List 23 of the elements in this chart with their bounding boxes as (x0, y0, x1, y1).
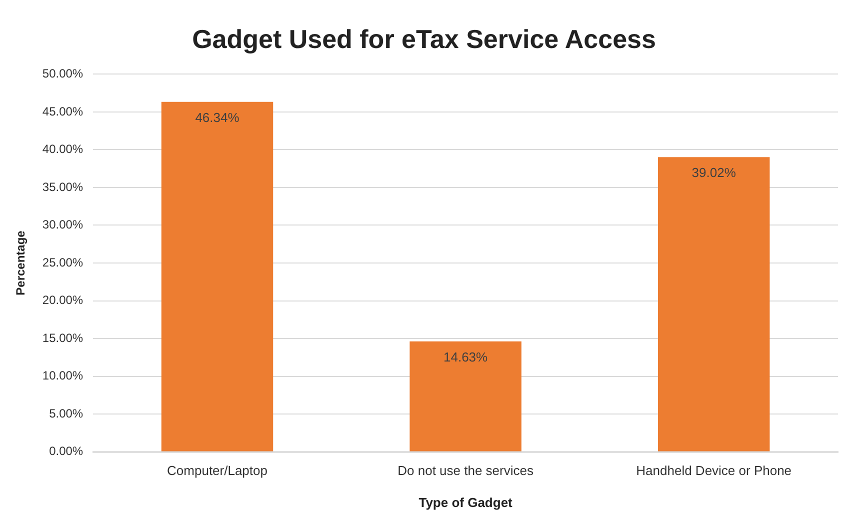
y-tick-label: 30.00% (42, 218, 84, 232)
y-tick-label: 35.00% (42, 180, 84, 194)
data-label: 46.34% (195, 110, 240, 125)
y-tick-label: 25.00% (42, 255, 84, 270)
y-tick-label: 0.00% (49, 444, 84, 458)
y-axis-title: Percentage (14, 230, 28, 296)
bar (658, 157, 770, 452)
y-tick-label: 20.00% (42, 293, 84, 308)
x-tick-label: Do not use the services (398, 463, 534, 478)
y-tick-label: 10.00% (42, 368, 84, 383)
y-tick-label: 15.00% (42, 330, 84, 345)
x-tick-label: Handheld Device or Phone (636, 463, 792, 478)
chart-title: Gadget Used for eTax Service Access (192, 24, 656, 54)
y-tick-label: 40.00% (42, 142, 84, 156)
bar (161, 102, 274, 452)
y-tick-label: 50.00% (42, 66, 84, 81)
y-tick-label: 45.00% (42, 104, 84, 118)
y-tick-label: 5.00% (49, 406, 84, 420)
x-axis-title: Type of Gadget (418, 494, 514, 510)
x-tick-label: Computer/Laptop (167, 463, 268, 478)
data-label: 14.63% (444, 349, 488, 364)
data-label: 39.02% (692, 165, 736, 180)
bar (410, 341, 522, 452)
